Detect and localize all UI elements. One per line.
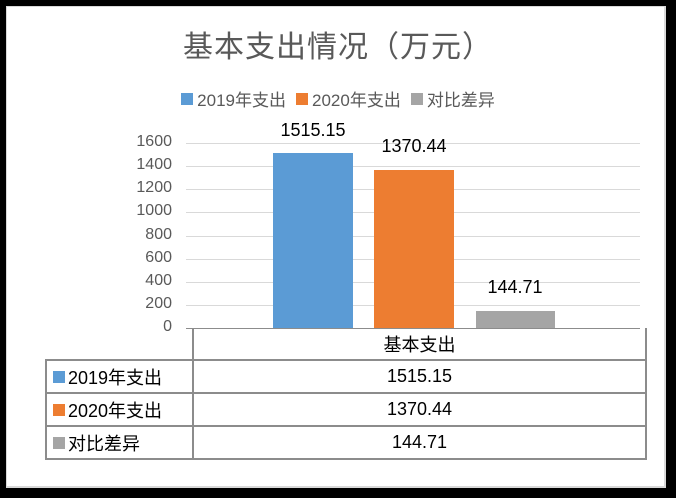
y-tick: 800 <box>145 226 172 243</box>
row-label: 2019年支出 <box>68 367 163 388</box>
bar-diff <box>476 311 555 328</box>
data-label-2019: 1515.15 <box>280 120 346 140</box>
data-label-2020: 1370.44 <box>381 136 447 156</box>
table-row: 2020年支出 1370.44 <box>45 392 647 427</box>
legend: 2019年支出 2020年支出 对比差异 <box>0 86 676 111</box>
y-tick: 1000 <box>136 202 172 219</box>
legend-label: 2020年支出 <box>312 91 401 110</box>
y-tick: 1200 <box>136 179 172 196</box>
table-row-header: 对比差异 <box>45 425 194 460</box>
y-tick: 600 <box>145 249 172 266</box>
table-corner <box>46 328 194 360</box>
y-tick: 400 <box>145 272 172 289</box>
gridline <box>186 143 640 144</box>
table-cell: 1370.44 <box>192 392 647 427</box>
table-header-row: 基本支出 <box>46 328 647 361</box>
table-row: 2019年支出 1515.15 <box>45 359 647 394</box>
bar-2019 <box>273 153 353 328</box>
legend-swatch-blue-icon <box>181 92 194 105</box>
legend-swatch-blue-icon <box>53 370 65 383</box>
legend-item-2019: 2019年支出 <box>181 86 286 111</box>
table-cell: 144.71 <box>192 425 647 460</box>
bar-2020 <box>374 170 454 328</box>
table-category-header: 基本支出 <box>192 328 647 361</box>
y-tick: 200 <box>145 295 172 312</box>
legend-label: 对比差异 <box>426 91 495 110</box>
y-tick: 0 <box>163 318 172 335</box>
row-label: 2020年支出 <box>68 400 163 421</box>
y-tick: 1400 <box>136 156 172 173</box>
table-row: 对比差异 144.71 <box>45 425 647 460</box>
legend-swatch-orange-icon <box>53 403 65 416</box>
row-label: 对比差异 <box>68 433 140 454</box>
legend-label: 2019年支出 <box>197 91 286 110</box>
legend-swatch-gray-icon <box>53 436 65 449</box>
y-tick: 1600 <box>136 133 172 150</box>
table-cell: 1515.15 <box>192 359 647 394</box>
legend-item-2020: 2020年支出 <box>296 86 401 111</box>
gridline <box>186 166 640 167</box>
chart-title: 基本支出情况（万元） <box>183 30 493 65</box>
legend-item-diff: 对比差异 <box>410 86 495 111</box>
data-label-diff: 144.71 <box>487 277 543 297</box>
legend-swatch-orange-icon <box>296 92 308 105</box>
table-row-header: 2019年支出 <box>45 359 194 394</box>
table-row-header: 2020年支出 <box>45 392 194 427</box>
data-table: 基本支出 2019年支出 1515.15 2020年支出 1370.44 对比差… <box>45 328 647 460</box>
legend-swatch-gray-icon <box>410 92 423 105</box>
